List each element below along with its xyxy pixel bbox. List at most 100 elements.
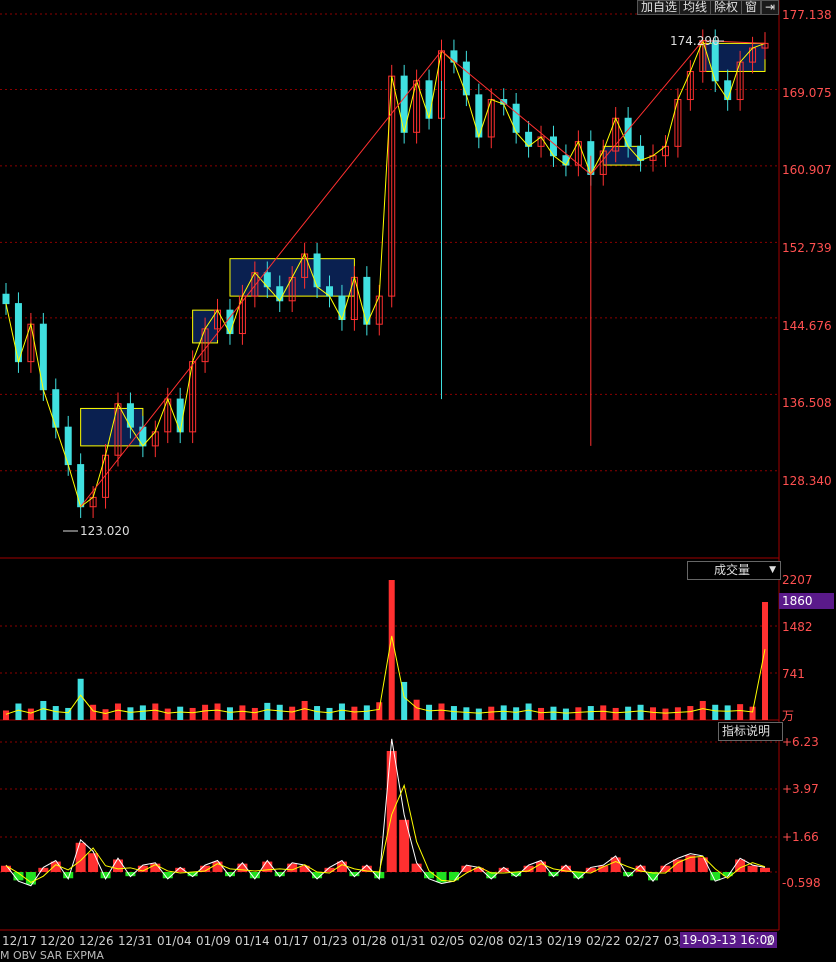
indicator-bar	[722, 872, 733, 877]
volume-bar	[687, 706, 694, 720]
indicator-tick-label: +3.97	[782, 782, 819, 796]
indicator-select[interactable]: 成交量 ▼	[687, 561, 781, 580]
indicator-bar	[336, 861, 347, 872]
indicator-bar	[424, 872, 435, 879]
indicator-bar	[224, 872, 235, 877]
price-tick-label: 169.075	[782, 86, 832, 100]
volume-bar	[388, 580, 395, 720]
trend-line	[80, 40, 766, 508]
indicator-bar	[448, 872, 459, 881]
volume-bar	[27, 708, 34, 720]
volume-tick-label: 2207	[782, 573, 813, 587]
indicator-bar	[411, 863, 422, 872]
exit-arrow-icon[interactable]: ⇥	[761, 0, 779, 15]
moving-average-button[interactable]: 均线	[679, 0, 712, 15]
indicator-bar	[274, 872, 285, 877]
chevron-down-icon: ▼	[769, 565, 776, 575]
volume-bar	[625, 706, 632, 720]
volume-ma-line	[5, 635, 766, 715]
x-tick-label: 01/04	[157, 934, 192, 948]
volume-bar	[363, 705, 370, 720]
volume-bars	[3, 580, 768, 720]
volume-bar	[326, 707, 333, 720]
volume-bar	[77, 678, 84, 720]
price-candle-body	[2, 293, 10, 305]
indicator-bar	[623, 872, 634, 877]
indicator-bar	[536, 861, 547, 872]
volume-bar	[438, 703, 445, 720]
volume-bar	[550, 706, 557, 720]
indicator-bar	[523, 865, 534, 872]
indicator-bar	[150, 863, 161, 872]
indicator-bar	[685, 855, 696, 872]
x-tick-label: 02/22	[586, 934, 621, 948]
indicator-bar	[299, 865, 310, 872]
indicator-bar	[349, 872, 360, 877]
volume-bar	[52, 706, 59, 720]
price-spikes	[440, 80, 592, 446]
volume-bar	[351, 706, 358, 720]
volume-unit-label: 万	[782, 709, 795, 723]
volume-bar	[226, 707, 233, 720]
indicator-tabs[interactable]: M OBV SAR EXPMA	[0, 949, 104, 962]
volume-bar	[650, 707, 657, 720]
indicator-bar	[498, 867, 509, 872]
volume-bar	[500, 705, 507, 720]
indicator-bar	[610, 857, 621, 872]
indicator-bar	[760, 867, 770, 872]
volume-bar	[699, 700, 706, 720]
volume-bar	[575, 707, 582, 720]
volume-current-value: 1860	[779, 593, 834, 609]
volume-bar	[314, 706, 321, 720]
volume-bar	[562, 708, 569, 720]
indicator-explain-button[interactable]: 指标说明	[718, 722, 783, 741]
x-tick-label: 02/13	[508, 934, 543, 948]
indicator-bar	[747, 865, 758, 872]
volume-bar	[164, 708, 171, 720]
volume-bar	[426, 704, 433, 720]
high-price-marker: 174.290	[670, 34, 720, 48]
x-tick-label: 03/	[664, 934, 684, 948]
indicator-tick-label: +1.66	[782, 830, 819, 844]
indicator-bar	[162, 872, 173, 879]
volume-bar	[338, 703, 345, 720]
volume-bar	[251, 707, 258, 720]
indicator-bar	[237, 863, 248, 872]
x-tick-label: 2	[766, 934, 774, 948]
volume-bar	[289, 706, 296, 720]
indicator-bar	[249, 872, 260, 879]
volume-tick-label: 741	[782, 667, 805, 681]
volume-bar	[264, 702, 271, 720]
price-tick-label: 160.907	[782, 163, 832, 177]
indicator-bar	[648, 872, 659, 881]
volume-bar	[413, 699, 420, 720]
price-candles	[2, 29, 769, 518]
volume-bar	[712, 704, 719, 720]
volume-bar	[674, 707, 681, 720]
x-tick-label: 12/20	[40, 934, 75, 948]
indicator-bar	[386, 750, 397, 872]
indicator-tick-label: -0.598	[782, 876, 821, 890]
volume-tick-label: 1482	[782, 620, 813, 634]
indicator-bar	[660, 865, 671, 872]
volume-bar	[513, 707, 520, 720]
volume-bar	[600, 705, 607, 720]
indicator-bar	[175, 867, 186, 872]
ex-rights-button[interactable]: 除权	[710, 0, 743, 15]
cursor-time-label: 19-03-13 16:00	[680, 932, 777, 948]
volume-bar	[214, 703, 221, 720]
price-tick-label: 152.739	[782, 241, 832, 255]
indicator-bar	[25, 872, 36, 885]
window-button[interactable]: 窗	[741, 0, 762, 15]
indicator-line-slow	[5, 783, 766, 884]
indicator-select-label: 成交量	[714, 563, 751, 577]
price-tick-label: 136.508	[782, 396, 832, 410]
indicator-bar	[100, 872, 111, 879]
x-tick-label: 01/14	[235, 934, 270, 948]
volume-bar	[15, 703, 22, 720]
indicator-bar	[436, 872, 447, 883]
x-tick-label: 01/17	[274, 934, 309, 948]
add-favorite-button[interactable]: 加自选	[637, 0, 682, 15]
